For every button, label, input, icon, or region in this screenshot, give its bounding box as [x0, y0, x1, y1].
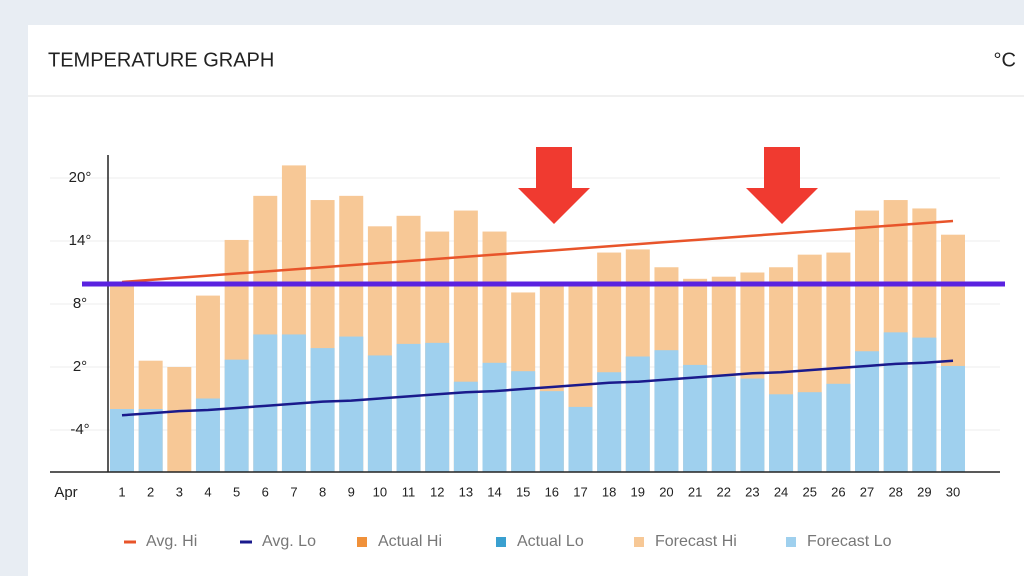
x-axis-label: Apr — [54, 484, 77, 501]
x-tick-label: 24 — [774, 484, 788, 499]
legend-label[interactable]: Actual Hi — [378, 533, 442, 550]
bar — [167, 367, 192, 472]
x-tick-label: 16 — [545, 484, 559, 499]
x-tick-label: 27 — [860, 484, 874, 499]
legend-label[interactable]: Forecast Lo — [807, 533, 892, 550]
y-tick-label: 8° — [73, 295, 87, 312]
chart-title: TEMPERATURE GRAPH — [48, 49, 274, 71]
bar — [597, 372, 622, 472]
legend-label[interactable]: Avg. Lo — [262, 533, 316, 550]
bar — [568, 406, 593, 472]
y-tick-label: 14° — [69, 232, 92, 249]
bar — [224, 359, 249, 472]
bar — [797, 392, 822, 472]
legend-swatch — [496, 537, 506, 547]
bar — [539, 391, 564, 472]
x-tick-label: 13 — [459, 484, 473, 499]
x-tick-label: 7 — [290, 484, 297, 499]
bar — [310, 348, 335, 472]
x-tick-label: 6 — [262, 484, 269, 499]
bar — [711, 376, 736, 472]
x-tick-label: 9 — [348, 484, 355, 499]
bar — [625, 356, 650, 472]
bar — [855, 351, 880, 472]
legend-swatch — [357, 537, 367, 547]
x-tick-label: 14 — [487, 484, 501, 499]
legend-label[interactable]: Forecast Hi — [655, 533, 737, 550]
bar — [253, 334, 278, 472]
unit-toggle[interactable]: °C — [994, 49, 1016, 71]
x-tick-label: 5 — [233, 484, 240, 499]
x-tick-label: 8 — [319, 484, 326, 499]
x-tick-label: 10 — [373, 484, 387, 499]
x-tick-label: 25 — [802, 484, 816, 499]
bar — [396, 343, 421, 472]
bar — [941, 365, 965, 472]
bar — [683, 364, 708, 472]
x-tick-label: 1 — [118, 484, 125, 499]
legend-label[interactable]: Actual Lo — [517, 533, 584, 550]
x-tick-label: 22 — [717, 484, 731, 499]
x-tick-label: 19 — [631, 484, 645, 499]
legend-label[interactable]: Avg. Hi — [146, 533, 197, 550]
bar — [482, 362, 507, 472]
x-tick-label: 18 — [602, 484, 616, 499]
x-tick-label: 29 — [917, 484, 931, 499]
x-tick-label: 2 — [147, 484, 154, 499]
arrow-annotation — [518, 147, 590, 224]
bar — [425, 342, 450, 472]
x-tick-label: 17 — [573, 484, 587, 499]
bar — [339, 336, 364, 472]
bar — [453, 381, 478, 472]
x-tick-label: 30 — [946, 484, 960, 499]
x-tick-label: 15 — [516, 484, 530, 499]
line-series — [121, 219, 954, 284]
bar — [769, 394, 794, 472]
legend: Avg. Hi Avg. Lo Actual Hi Actual Lo Forecast… — [124, 533, 892, 550]
plot: -4°2°8°14°20°1 2 3 4 5 6 7 8 9 10 11 12 13 14 15 16 17 18… — [50, 155, 1005, 499]
bar — [138, 409, 163, 472]
bar — [654, 350, 679, 472]
bar — [511, 371, 536, 472]
bar — [826, 383, 851, 472]
line-series — [121, 359, 954, 417]
x-tick-label: 26 — [831, 484, 845, 499]
x-tick-label: 11 — [402, 484, 416, 499]
x-tick-label: 23 — [745, 484, 759, 499]
x-tick-label: 21 — [688, 484, 702, 499]
y-tick-label: -4° — [70, 421, 89, 438]
y-tick-label: 2° — [73, 358, 87, 375]
x-tick-label: 28 — [888, 484, 902, 499]
bar — [367, 355, 392, 472]
bar — [740, 378, 765, 472]
bar — [110, 409, 134, 472]
x-tick-label: 4 — [204, 484, 211, 499]
legend-swatch — [634, 537, 644, 547]
x-tick-label: 20 — [659, 484, 673, 499]
legend-swatch — [786, 537, 796, 547]
y-tick-label: 20° — [69, 169, 92, 186]
x-tick-label: 12 — [430, 484, 444, 499]
bar — [883, 332, 908, 472]
x-tick-label: 3 — [176, 484, 183, 499]
bar — [912, 337, 937, 472]
arrow-annotation — [746, 147, 818, 224]
